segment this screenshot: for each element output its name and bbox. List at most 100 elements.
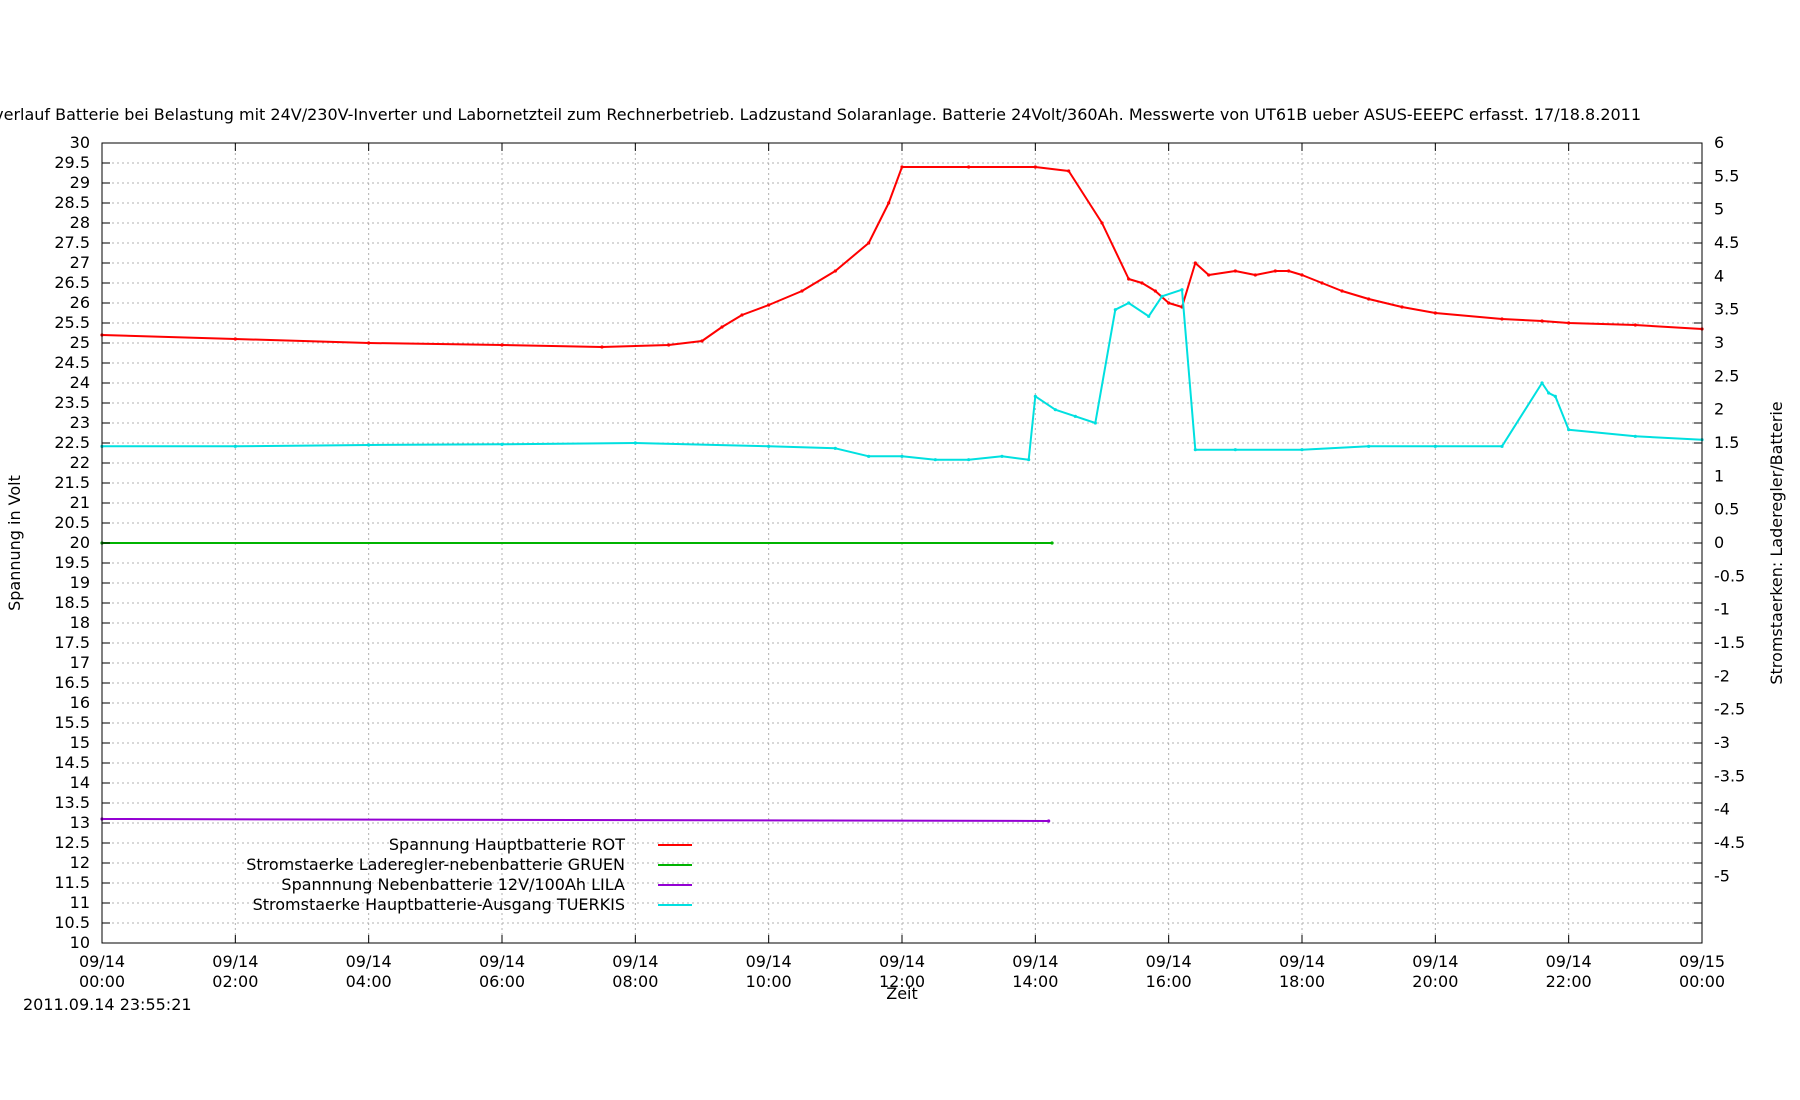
y-tick-label: 10.5 [54, 913, 90, 932]
data-point [1547, 391, 1551, 395]
y2-axis-label: Stromstaerken: Laderegler/Batterie [1767, 401, 1786, 684]
data-point [1273, 269, 1277, 273]
data-point [1193, 448, 1197, 452]
data-point [1100, 221, 1104, 225]
data-point [833, 269, 837, 273]
y-tick-label: 20 [70, 533, 90, 552]
y-tick-label: 13.5 [54, 793, 90, 812]
y-tick-label: 16.5 [54, 673, 90, 692]
data-point [1300, 273, 1304, 277]
y-axis-label: Spannung in Volt [5, 475, 24, 611]
y-tick-label: 29 [70, 173, 90, 192]
data-point [1433, 311, 1437, 315]
x-tick-date: 09/14 [346, 952, 392, 971]
data-point [833, 446, 837, 450]
x-tick-date: 09/14 [212, 952, 258, 971]
data-point [1073, 414, 1077, 418]
y-tick-label: 20.5 [54, 513, 90, 532]
y2-tick-label: 2 [1714, 400, 1724, 419]
y-tick-label: 14.5 [54, 753, 90, 772]
series-layer [100, 165, 1704, 823]
data-point [1167, 301, 1171, 305]
data-point [933, 458, 937, 462]
data-point [1567, 321, 1571, 325]
y-axis-left: 1010.51111.51212.51313.51414.51515.51616… [54, 133, 1702, 952]
data-point [1153, 289, 1157, 293]
y-tick-label: 28 [70, 213, 90, 232]
x-tick-date: 09/14 [1412, 952, 1458, 971]
legend-label: Spannnung Nebenbatterie 12V/100Ah LILA [281, 875, 625, 894]
data-point [367, 341, 371, 345]
data-point [767, 444, 771, 448]
legend-label: Spannung Hauptbatterie ROT [389, 835, 625, 854]
data-point [767, 303, 771, 307]
data-point [1127, 301, 1131, 305]
y-tick-label: 28.5 [54, 193, 90, 212]
data-point [367, 443, 371, 447]
timestamp: 2011.09.14 23:55:21 [23, 995, 192, 1014]
data-point [1113, 308, 1117, 312]
y2-tick-label: 0.5 [1714, 500, 1739, 519]
y2-tick-label: 3.5 [1714, 300, 1739, 319]
data-point [1633, 434, 1637, 438]
data-point [1067, 169, 1071, 173]
data-point [1140, 281, 1144, 285]
series-line-3 [102, 288, 1703, 461]
data-point [500, 442, 504, 446]
x-tick-time: 02:00 [212, 972, 258, 991]
data-point [1027, 458, 1031, 462]
chart-title: Spannungsverlauf Batterie bei Belastung … [0, 105, 1641, 124]
y-tick-label: 21 [70, 493, 90, 512]
x-tick-date: 09/14 [1546, 952, 1592, 971]
y-tick-label: 24.5 [54, 353, 90, 372]
y2-tick-label: -1 [1714, 600, 1730, 619]
grid-lines [102, 143, 1702, 943]
x-tick-time: 22:00 [1546, 972, 1592, 991]
y-tick-label: 27.5 [54, 233, 90, 252]
y2-tick-label: -3 [1714, 733, 1730, 752]
y-tick-label: 18.5 [54, 593, 90, 612]
x-tick-date: 09/14 [1146, 952, 1192, 971]
y2-tick-label: -4.5 [1714, 833, 1745, 852]
x-tick-time: 16:00 [1146, 972, 1192, 991]
y-tick-label: 15 [70, 733, 90, 752]
data-point [667, 343, 671, 347]
data-point [800, 289, 804, 293]
y2-tick-label: -5 [1714, 866, 1730, 885]
y-tick-label: 17 [70, 653, 90, 672]
data-point [1207, 273, 1211, 277]
series-line-2 [101, 818, 1049, 822]
x-tick-time: 08:00 [612, 972, 658, 991]
data-point [720, 325, 724, 329]
y-tick-label: 24 [70, 373, 90, 392]
y2-tick-label: 2.5 [1714, 366, 1739, 385]
x-tick-date: 09/14 [612, 952, 658, 971]
x-tick-time: 20:00 [1412, 972, 1458, 991]
y-tick-label: 27 [70, 253, 90, 272]
data-point [1147, 314, 1151, 318]
data-point [1127, 277, 1131, 281]
x-tick-date: 09/14 [79, 952, 125, 971]
data-point [1047, 819, 1051, 823]
data-point [600, 345, 604, 349]
x-tick-time: 10:00 [746, 972, 792, 991]
data-point [1050, 541, 1054, 545]
y2-tick-label: -2 [1714, 666, 1730, 685]
x-tick-date: 09/15 [1679, 952, 1725, 971]
y-tick-label: 25 [70, 333, 90, 352]
x-tick-time: 00:00 [1679, 972, 1725, 991]
y-tick-label: 29.5 [54, 153, 90, 172]
data-point [1540, 381, 1544, 385]
data-point [233, 337, 237, 341]
y2-tick-label: 4 [1714, 266, 1724, 285]
x-tick-date: 09/14 [1012, 952, 1058, 971]
y2-tick-label: -1.5 [1714, 633, 1745, 652]
data-point [967, 458, 971, 462]
data-point [740, 313, 744, 317]
y-tick-label: 22.5 [54, 433, 90, 452]
y-tick-label: 26.5 [54, 273, 90, 292]
y2-tick-label: 0 [1714, 533, 1724, 552]
data-point [1233, 269, 1237, 273]
y-tick-label: 19 [70, 573, 90, 592]
data-point [1193, 261, 1197, 265]
